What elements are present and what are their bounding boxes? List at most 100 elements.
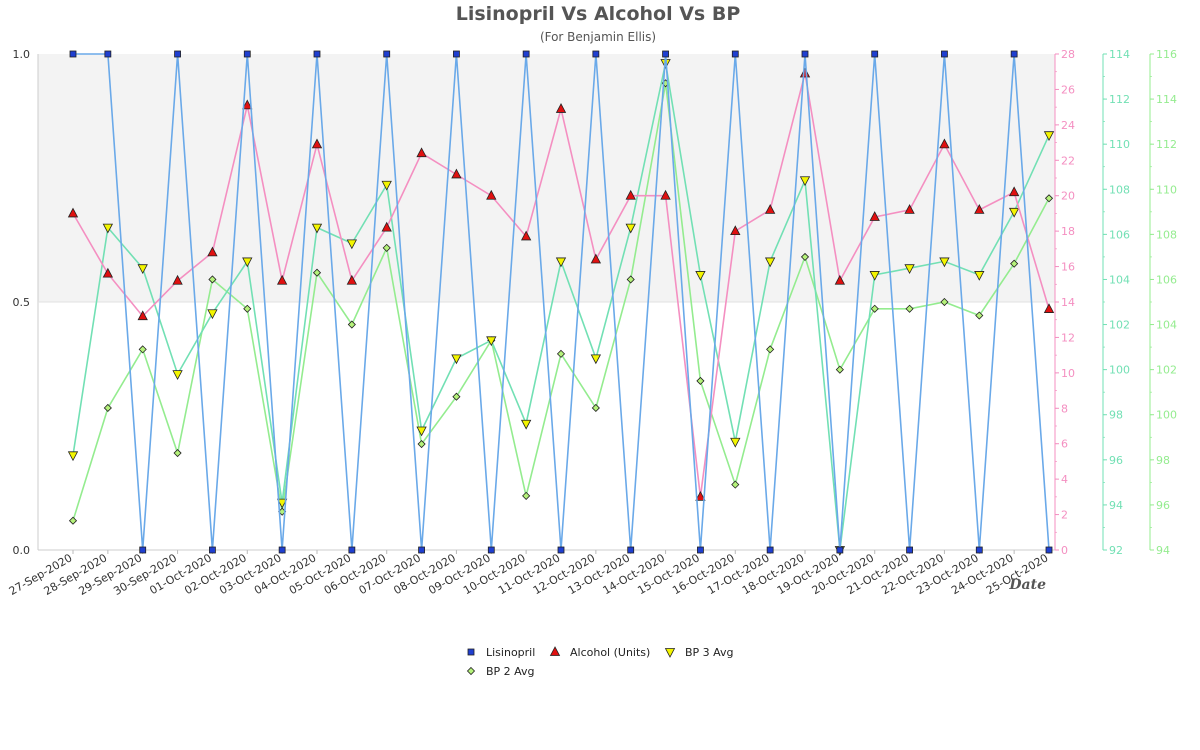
bp2-axis-tick-label: 112 (1156, 138, 1177, 151)
lisinopril-point (383, 50, 391, 58)
bp2-point (173, 448, 182, 458)
lisinopril-point (697, 546, 704, 554)
legend-marker-alcohol (549, 646, 561, 656)
bp2-point (208, 275, 217, 284)
alcohol-point (1008, 186, 1020, 197)
bp2-point (731, 480, 740, 489)
bp3-axis-tick-label: 100 (1109, 364, 1130, 377)
bp3-point (939, 257, 950, 268)
bp3-point (625, 223, 636, 234)
alcohol-point (486, 189, 497, 200)
bp2-point (522, 491, 531, 500)
alcohol-point (590, 253, 602, 264)
alcohol-axis-tick-label: 18 (1061, 225, 1075, 238)
bp2-point (975, 311, 984, 320)
alcohol-point (311, 138, 323, 149)
bp3-point (242, 257, 253, 268)
alcohol-axis-tick-label: 16 (1061, 261, 1075, 274)
legend-label-alcohol: Alcohol (Units) (570, 646, 650, 659)
legend-marker-bp2 (466, 666, 476, 676)
lisinopril-point (941, 50, 948, 58)
lisinopril-point (662, 50, 669, 58)
bp3-series (67, 59, 1055, 556)
bp3-point (695, 271, 706, 281)
bp3-axis-tick-label: 114 (1109, 48, 1130, 61)
bp3-axis-tick-label: 98 (1109, 409, 1123, 422)
alcohol-axis-tick-label: 24 (1061, 119, 1075, 132)
bp3-point (486, 336, 497, 347)
bp3-point (1008, 207, 1020, 218)
x-axis-title: Date (1008, 577, 1046, 593)
bp3-point (974, 271, 985, 281)
alcohol-point (207, 246, 218, 257)
bp2-point (138, 345, 147, 354)
left-axis-tick-label: 1.0 (13, 48, 31, 61)
bp3-point (764, 257, 776, 268)
lisinopril-point (243, 50, 251, 58)
alcohol-axis-tick-label: 10 (1061, 367, 1075, 380)
alcohol-point (555, 103, 567, 113)
bp3-axis-tick-label: 108 (1109, 183, 1130, 196)
legend-item-lisinopril: Lisinopril (467, 646, 535, 659)
bp3-point (137, 264, 148, 275)
legend-item-bp2: BP 2 Avg (466, 665, 535, 678)
bp3-point (730, 437, 741, 448)
alcohol-point (520, 230, 532, 241)
chart-subtitle: (For Benjamin Ellis) (540, 30, 656, 44)
lisinopril-point (104, 50, 112, 58)
alcohol-axis-tick-label: 8 (1061, 402, 1068, 415)
bp3-point (311, 223, 323, 234)
bp2-point (1010, 259, 1019, 268)
lisinopril-point (487, 546, 495, 554)
bp3-axis-tick-label: 106 (1109, 228, 1130, 241)
bp2-axis-tick-label: 116 (1156, 48, 1177, 61)
alcohol-point (416, 147, 427, 158)
bp2-point (347, 320, 356, 329)
lisinopril-point (418, 546, 425, 554)
bp3-point (451, 354, 462, 365)
lisinopril-point (592, 50, 600, 58)
bp2-point (382, 243, 391, 252)
bp3-point (416, 426, 427, 437)
bp2-point (870, 304, 879, 313)
bp2-axis-tick-label: 110 (1156, 183, 1177, 196)
alcohol-point (172, 274, 183, 285)
bp3-point (590, 354, 602, 365)
lisinopril-point (522, 50, 530, 58)
bp2-axis-tick-label: 104 (1156, 319, 1177, 332)
bp3-point (869, 271, 880, 281)
bp2-axis-tick-label: 100 (1156, 409, 1177, 422)
bp2-axis-tick-label: 102 (1156, 364, 1177, 377)
alcohol-point (276, 274, 288, 285)
bp3-axis-tick-label: 102 (1109, 319, 1130, 332)
bp2-axis-tick-label: 98 (1156, 454, 1170, 467)
bp2-point (800, 252, 810, 261)
bp3-point (555, 257, 567, 268)
alcohol-point (695, 491, 706, 501)
bp3-axis-tick-label: 96 (1109, 454, 1123, 467)
legend-marker-lisinopril (467, 648, 475, 656)
alcohol-point (834, 274, 846, 285)
alcohol-point (625, 189, 636, 200)
lisinopril-point (69, 50, 77, 58)
lisinopril-point (557, 546, 565, 554)
lisinopril-point (453, 50, 460, 58)
legend-item-alcohol: Alcohol (Units) (549, 646, 650, 659)
bp2-axis-tick-label: 108 (1156, 228, 1177, 241)
alcohol-axis-tick-label: 2 (1061, 509, 1068, 522)
alcohol-axis-tick-label: 14 (1061, 296, 1075, 309)
bp2-axis-tick-label: 106 (1156, 273, 1177, 286)
bp3-axis-tick-label: 110 (1109, 138, 1130, 151)
bp3-axis-tick-label: 94 (1109, 499, 1123, 512)
lisinopril-point (836, 546, 844, 554)
bp2-point (417, 439, 426, 449)
plot-upper-band (38, 54, 1055, 302)
lisinopril-point (906, 546, 913, 554)
bp3-axis-tick-label: 92 (1109, 544, 1123, 557)
lisinopril-point (1045, 546, 1053, 554)
legend-label-lisinopril: Lisinopril (486, 646, 535, 659)
alcohol-axis-tick-label: 12 (1061, 331, 1075, 344)
bp2-point (591, 403, 600, 413)
alcohol-axis-tick-label: 6 (1061, 438, 1068, 451)
alcohol-axis-tick-label: 4 (1061, 473, 1068, 486)
